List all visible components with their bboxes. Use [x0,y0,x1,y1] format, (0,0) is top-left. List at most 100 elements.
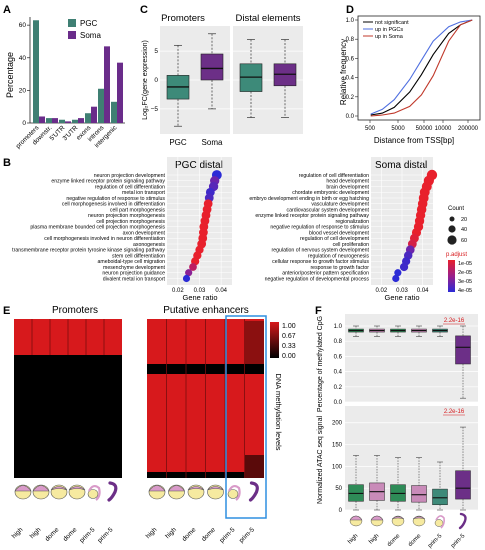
scale-3: 0.33 [282,343,296,350]
box-prim-5 [455,470,471,500]
embryo-blastoderm [412,516,426,520]
enhancers-stage-label: prim-5 [238,526,256,544]
panel-d-ytick: 1.0 [346,18,355,24]
embryo-soma-body [107,481,118,502]
panel-d-xtick: 200000 [458,126,479,132]
legend-not-significant-label: not significant [375,20,409,26]
go-term-label: head development [326,179,369,185]
panel-f-bottom-ytick: 100 [332,464,343,470]
enhancers-stage-label: dome [200,526,217,543]
panel-c-ytick: −5 [151,106,159,113]
embryo-blastoderm [32,485,50,492]
panel-d-xtick: 500 [365,126,376,132]
embryo-soma-body [458,512,467,530]
panel-b-right-xlabel: Gene ratio [384,293,419,302]
panel-b-xticks: 0.02 0.03 0.04 0.02 0.03 0.04 [172,288,429,294]
enhancers-stage-label: prim-5 [218,526,236,544]
promoters-stage-label: high [11,526,25,540]
panel-f-ylabel-top: Percentage of methylated CpG [317,316,324,412]
panel-c-title-promoters: Promoters [161,13,205,24]
scale-2: 0.67 [282,333,296,340]
bar-soma-1 [52,118,58,123]
padj-legend-bar [448,260,455,292]
panel-d-xticks: 500 5000 50000 10000 200000 [365,120,479,132]
bar-soma-3 [78,118,84,123]
panel-c-letter: C [140,4,148,16]
panel-f-bottom-ytick: 150 [332,443,343,449]
padj-legend-4: 4e-05 [458,288,472,294]
panel-a-ytick-label: 40 [19,55,27,62]
panel-b-right-xtick: 0.04 [417,288,429,294]
go-term-label: neuron projection morphogenesis [88,213,165,219]
enhancers-prim5-hypo [245,321,264,364]
panel-d-ytick: 0.4 [346,76,355,82]
enhancers-heatmap [147,315,267,519]
go-term-label: regulation of cell development [300,236,369,242]
panel-a-ytick-label: 60 [19,22,27,29]
enhancers-heatmap-columns [166,319,245,478]
panel-c: C Promoters Distal elements Log₂FC(gene … [140,4,303,147]
embryo-blastoderm [50,486,68,491]
go-term-label: neuron projection development [94,173,166,179]
curve-up-in-PGCs [370,19,473,115]
embryo-blastoderm [187,486,205,491]
panel-b-left-xtick: 0.03 [194,288,206,294]
panel-c-yticks: 5 0 −5 [151,48,159,113]
panel-a: A Percentage 0 20 40 60 promotersdownstr.5'… [3,4,125,150]
panel-a-xlabels: promotersdownstr.5'UTR3'UTRexonsintronsi… [15,124,119,150]
panel-e-title-enhancers: Putative enhancers [163,305,249,316]
go-term-label: axonogenesis [133,242,165,248]
promoters-heatmap [14,319,122,478]
embryo-blastoderm [207,486,224,491]
panel-f-stage-label: prim-5 [427,533,444,550]
go-term-label: brain development [326,184,369,190]
go-term-label: enzyme linked receptor protein signaling… [255,213,369,219]
enhancers-prim5-hypo-bottom [245,455,264,478]
count-legend-dot-40 [448,225,456,233]
panel-b-right-xtick: 0.03 [396,288,408,294]
panel-b-letter: B [3,157,11,169]
panel-f-top-ytick: 0.2 [334,385,343,391]
legend-up-pgc-label: up in PGCs [375,27,403,33]
embryo-blastoderm [167,485,186,492]
embryo-blastoderm [148,485,166,492]
promoters-heatmap-unmethylated [14,355,122,478]
panel-c-xlabels: PGC Soma [169,138,223,147]
bar-pgc-6 [111,101,117,123]
go-dot [394,269,402,277]
panel-b-right-title: Soma distal [375,160,427,171]
top-pval-text: 2.2e-16 [444,318,465,324]
box-prim-5 [455,335,471,365]
panel-f-top-ytick: 0.6 [334,354,343,360]
panel-a-letter: A [3,4,11,16]
panel-b-left-dots [182,170,222,283]
padj-legend-title: p.adjust [446,252,467,258]
panel-e-title-promoters: Promoters [52,305,98,316]
padj-legend-3: 3e-05 [458,279,472,285]
panel-f-stage-labels: high high dome dome prim-5 prim-5 [347,533,467,550]
embryo-yolk [434,519,444,527]
go-term-label: cardiovascular system development [287,207,370,213]
bar-soma-0 [39,116,45,123]
panel-b-count-legend: Count 20 40 60 [447,206,467,245]
panel-d-yticks: 0.0 0.2 0.4 0.6 0.8 1.0 [346,18,358,120]
go-term-label: stem cell differentiation [112,253,165,259]
panel-b-left-title: PGC distal [175,160,223,171]
padj-legend-2: 2e-05 [458,270,472,276]
panel-f-top-ytick: 0.8 [334,339,343,345]
go-term-label: transmembrane receptor protein tyrosine … [12,248,165,254]
embryo-blastoderm [349,515,363,521]
go-term-label: axon development [123,230,166,236]
methylation-scale-bar [270,322,279,358]
box-dome [411,485,427,503]
bar-soma-6 [117,62,123,123]
legend-soma-swatch [68,31,76,39]
go-term-label: embryo development ending in birth or eg… [249,196,369,202]
enhancers-stage-label: dome [181,526,198,543]
go-term-label: blood vessel development [309,230,370,236]
panel-d-ytick: 0.0 [346,114,355,120]
panel-a-legend: PGC Soma [68,19,101,40]
bar-soma-4 [91,106,97,123]
